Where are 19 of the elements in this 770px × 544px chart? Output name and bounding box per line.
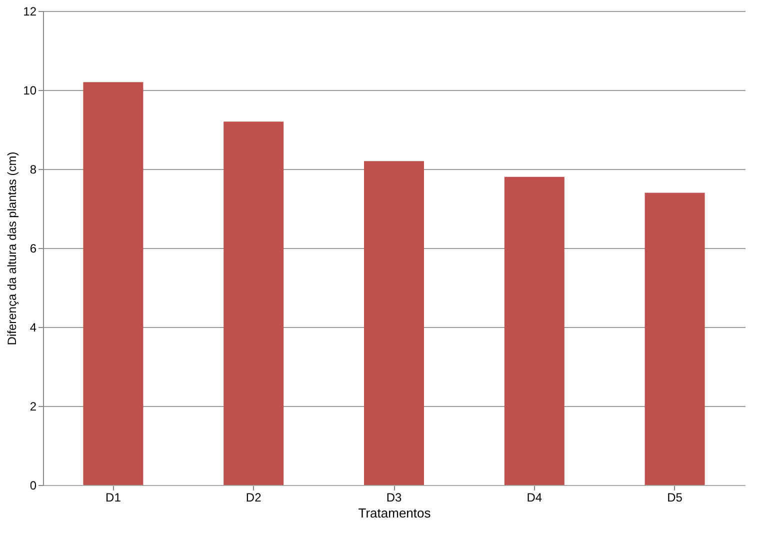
x-tick-label: D2: [246, 490, 262, 504]
x-tick-label: D1: [106, 490, 122, 504]
y-tick-label: 2: [30, 400, 37, 414]
x-tick-label: D4: [526, 490, 542, 504]
y-tick-label: 12: [23, 4, 37, 18]
x-tick-label: D5: [667, 490, 683, 504]
bar: [224, 122, 284, 485]
y-tick-label: 8: [30, 162, 37, 176]
bar: [364, 161, 424, 485]
x-axis-title: Tratamentos: [358, 506, 432, 520]
bar: [504, 176, 564, 485]
bar: [644, 192, 705, 485]
y-tick-label: 4: [30, 320, 37, 334]
y-tick-label: 6: [30, 242, 37, 256]
y-axis-title: Diferença da altura das plantas (cm): [5, 152, 20, 346]
y-tick-label: 10: [23, 84, 37, 98]
y-tick-label: 0: [30, 478, 37, 492]
x-tick-label: D3: [386, 490, 402, 504]
bar: [83, 82, 144, 485]
